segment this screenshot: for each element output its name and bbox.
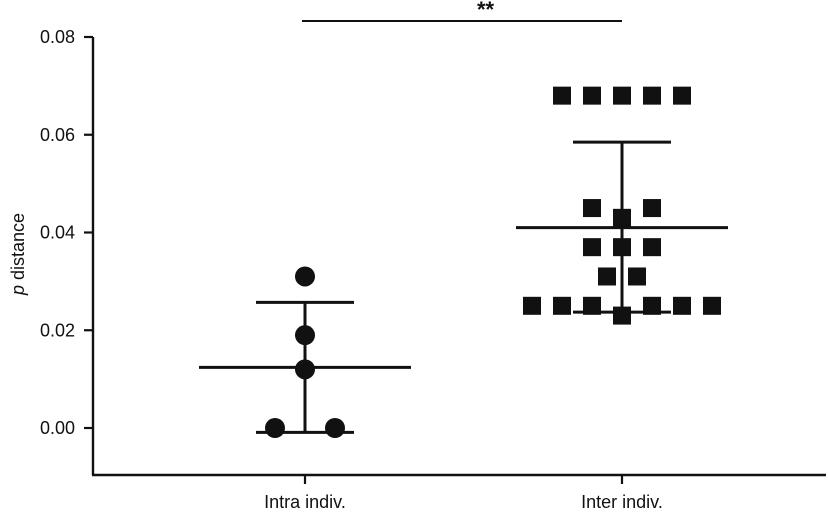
- x-tick-label: Intra indiv.: [264, 492, 346, 512]
- error-bars: [199, 140, 728, 434]
- data-point-square: [583, 238, 601, 257]
- data-point-square: [703, 296, 721, 315]
- data-point-square: [553, 86, 571, 105]
- axis-labels: p distance **: [8, 0, 622, 296]
- data-point-circle: [265, 418, 285, 438]
- data-point-square: [643, 296, 661, 315]
- data-point-square: [673, 86, 691, 105]
- y-tick-label: 0.00: [40, 418, 75, 438]
- data-point-circle: [295, 266, 315, 287]
- data-point-square: [643, 86, 661, 105]
- data-point-square: [583, 296, 601, 315]
- y-tick-label: 0.02: [40, 320, 75, 340]
- y-axis-title-italic-part: p: [8, 285, 28, 296]
- data-point-square: [553, 296, 571, 315]
- y-axis-title-rest: distance: [8, 213, 28, 285]
- data-point-square: [643, 199, 661, 218]
- x-tick-label: Inter indiv.: [581, 492, 663, 512]
- data-point-square: [643, 238, 661, 257]
- y-tick-label: 0.08: [40, 27, 75, 47]
- data-point-square: [583, 199, 601, 218]
- data-point-square: [583, 86, 601, 105]
- data-point-square: [613, 86, 631, 105]
- y-tick-label: 0.04: [40, 223, 75, 243]
- y-axis-title: p distance: [8, 213, 28, 296]
- data-point-square: [673, 296, 691, 315]
- y-tick-label: 0.06: [40, 125, 75, 145]
- data-point-square: [523, 296, 541, 315]
- data-point-circle: [325, 418, 345, 438]
- data-point-square: [628, 267, 646, 286]
- significance-label: **: [477, 0, 495, 22]
- data-point-square: [598, 267, 616, 286]
- axes: 0.00 0.02 0.04 0.06 0.08 Intra indiv. Inter in…: [40, 27, 826, 512]
- data-points: [265, 86, 721, 438]
